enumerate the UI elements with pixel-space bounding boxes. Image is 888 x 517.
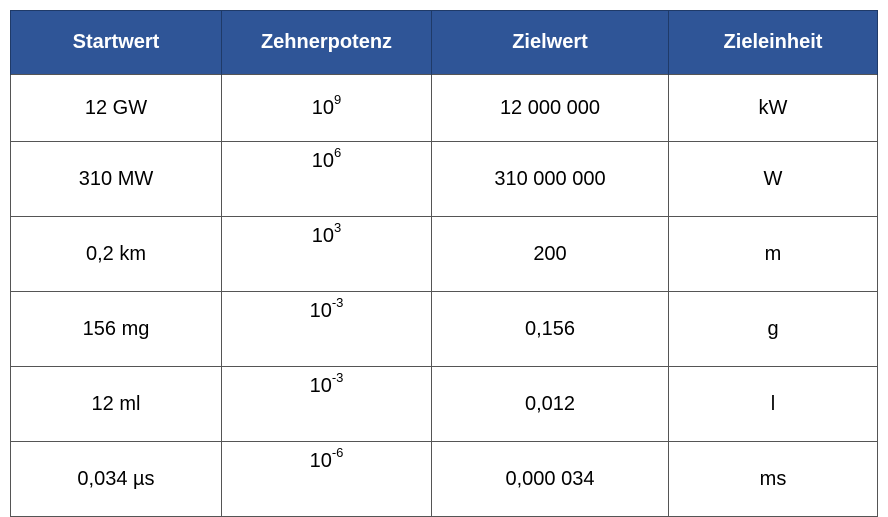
- table-body: 12 GW 109 12 000 000 kW 310 MW 106 310 0…: [10, 74, 878, 517]
- table-row: 0,034 µs 10-6 0,000 034 ms: [10, 441, 878, 517]
- cell-zieleinheit: W: [668, 141, 878, 217]
- cell-startwert: 0,034 µs: [10, 441, 222, 517]
- cell-zehnerpotenz: 103: [221, 216, 432, 292]
- cell-zielwert: 200: [431, 216, 669, 292]
- cell-zehnerpotenz: 106: [221, 141, 432, 217]
- cell-zieleinheit: ms: [668, 441, 878, 517]
- header-startwert: Startwert: [10, 10, 222, 75]
- cell-zielwert: 12 000 000: [431, 74, 669, 142]
- header-zielwert: Zielwert: [431, 10, 669, 75]
- cell-zieleinheit: m: [668, 216, 878, 292]
- cell-zielwert: 0,156: [431, 291, 669, 367]
- power-exponent: 9: [334, 91, 342, 107]
- cell-zehnerpotenz: 109: [221, 74, 432, 142]
- table-header: Startwert Zehnerpotenz Zielwert Zieleinh…: [10, 10, 878, 75]
- header-row: Startwert Zehnerpotenz Zielwert Zieleinh…: [10, 10, 878, 75]
- cell-zielwert: 310 000 000: [431, 141, 669, 217]
- cell-startwert: 156 mg: [10, 291, 222, 367]
- power-exponent: -3: [331, 295, 344, 311]
- table-row: 0,2 km 103 200 m: [10, 216, 878, 292]
- cell-zehnerpotenz: 10-3: [221, 291, 432, 367]
- table-row: 310 MW 106 310 000 000 W: [10, 141, 878, 217]
- cell-startwert: 12 GW: [10, 74, 222, 142]
- power-base: 10: [309, 375, 332, 397]
- header-zehnerpotenz: Zehnerpotenz: [221, 10, 432, 75]
- header-zieleinheit: Zieleinheit: [668, 10, 878, 75]
- cell-zielwert: 0,012: [431, 366, 669, 442]
- power-exponent: 6: [334, 145, 342, 161]
- cell-startwert: 12 ml: [10, 366, 222, 442]
- power-base: 10: [311, 225, 334, 247]
- power-base: 10: [311, 150, 334, 172]
- cell-zieleinheit: g: [668, 291, 878, 367]
- conversion-table-container: Startwert Zehnerpotenz Zielwert Zieleinh…: [10, 10, 878, 517]
- cell-zieleinheit: kW: [668, 74, 878, 142]
- table-row: 12 ml 10-3 0,012 l: [10, 366, 878, 442]
- cell-zielwert: 0,000 034: [431, 441, 669, 517]
- table-row: 156 mg 10-3 0,156 g: [10, 291, 878, 367]
- cell-zehnerpotenz: 10-6: [221, 441, 432, 517]
- power-base: 10: [309, 450, 332, 472]
- power-exponent: -6: [331, 445, 344, 461]
- cell-zehnerpotenz: 10-3: [221, 366, 432, 442]
- cell-zieleinheit: l: [668, 366, 878, 442]
- cell-startwert: 0,2 km: [10, 216, 222, 292]
- power-exponent: -3: [331, 370, 344, 386]
- power-base: 10: [309, 300, 332, 322]
- power-exponent: 3: [334, 220, 342, 236]
- unit-conversion-table: Startwert Zehnerpotenz Zielwert Zieleinh…: [10, 10, 878, 517]
- cell-startwert: 310 MW: [10, 141, 222, 217]
- table-row: 12 GW 109 12 000 000 kW: [10, 74, 878, 142]
- power-base: 10: [311, 96, 334, 119]
